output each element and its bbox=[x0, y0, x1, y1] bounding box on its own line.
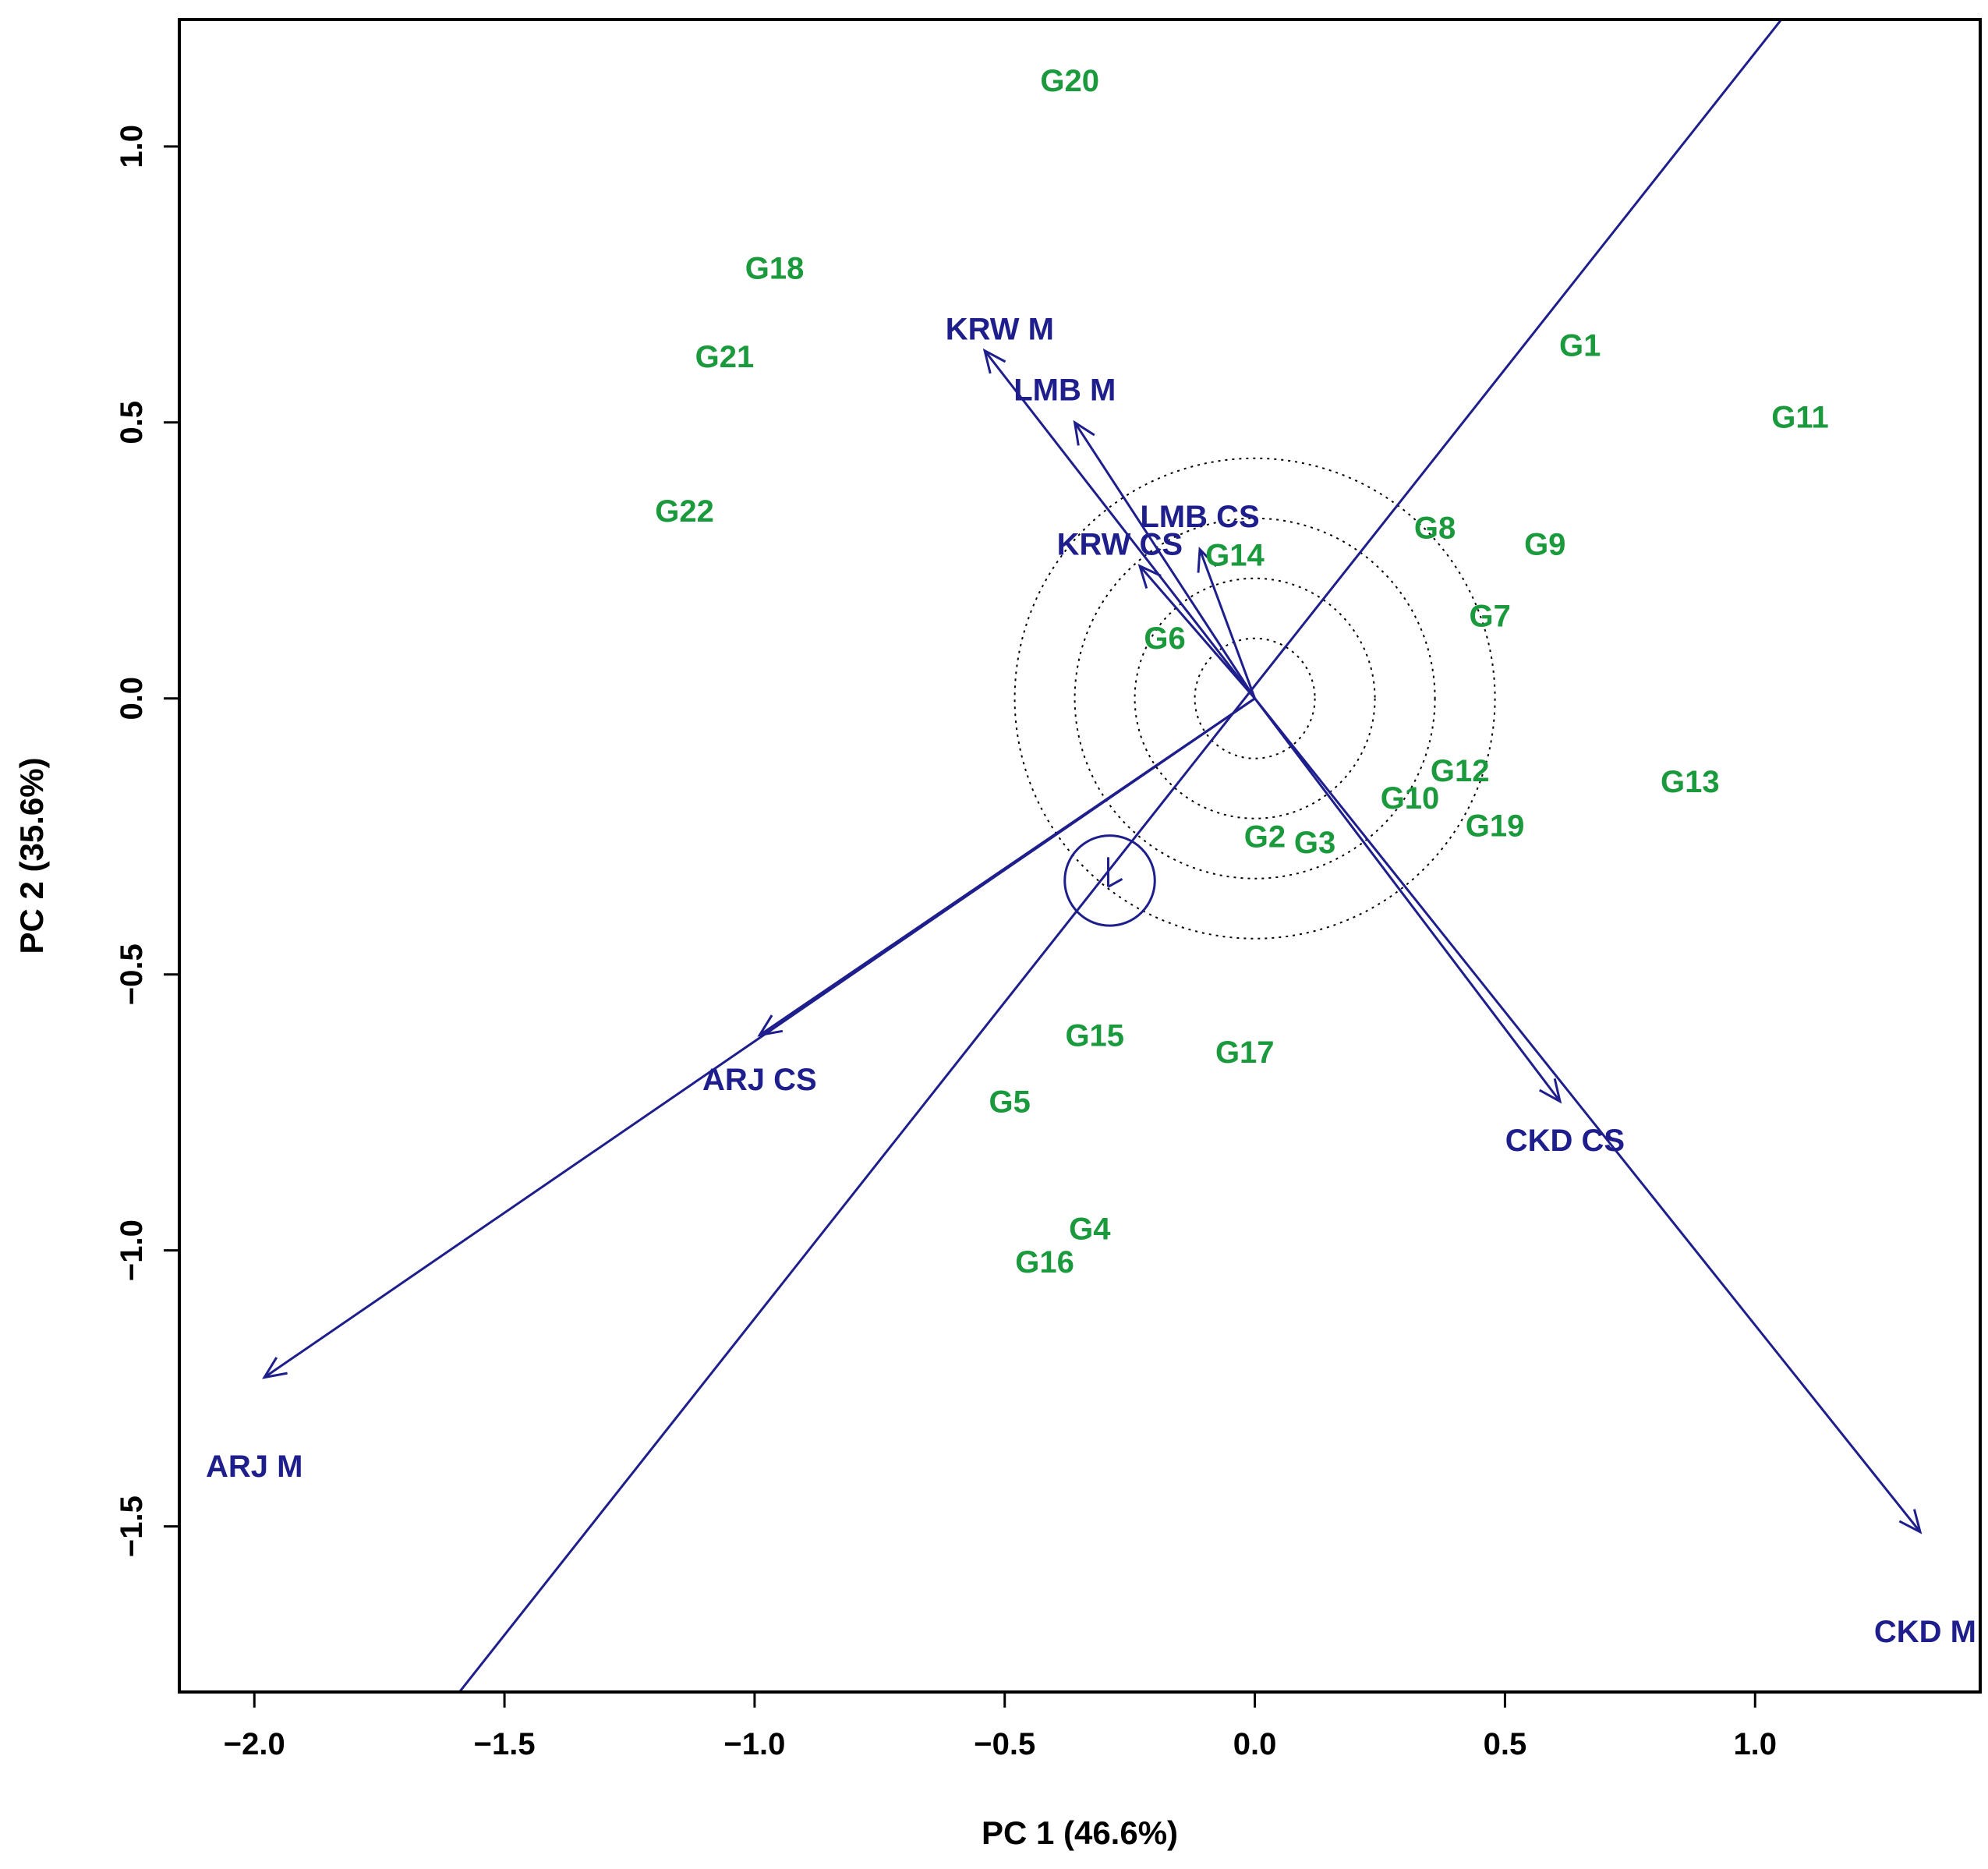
genotype-label: G7 bbox=[1469, 600, 1510, 634]
genotype-label: G18 bbox=[745, 252, 805, 286]
average-environment-axis bbox=[458, 19, 1783, 1692]
average-environment-arrow-head bbox=[1107, 878, 1123, 888]
arrowhead-arj-cs bbox=[757, 1014, 784, 1037]
vector-line-arj-m bbox=[264, 697, 1256, 1379]
arrowhead-ckd-cs bbox=[1538, 1078, 1562, 1104]
y-tick-label: −1.5 bbox=[115, 1496, 149, 1557]
vector-krw-m bbox=[982, 348, 1256, 699]
environment-label: CKD CS bbox=[1505, 1124, 1625, 1158]
x-tick-label: −1.5 bbox=[474, 1727, 536, 1761]
x-tick-label: −2.0 bbox=[224, 1727, 285, 1761]
genotype-labels: G1 G2 G3 G4 G5 G6 G7 G8 G9 G10 G11 G12 G13 G14 G15 G16 G… bbox=[655, 64, 1828, 1280]
genotype-label: G22 bbox=[655, 494, 714, 529]
y-tick-label: 0.0 bbox=[115, 677, 149, 720]
vector-arj-m bbox=[262, 697, 1256, 1379]
environment-label: LMB CS bbox=[1140, 500, 1259, 534]
x-tick-label: 0.5 bbox=[1484, 1727, 1527, 1761]
x-axis-label: PC 1 (46.6%) bbox=[982, 1814, 1178, 1851]
vector-line-ckd-m bbox=[1254, 697, 1922, 1533]
environment-vectors bbox=[262, 348, 1923, 1534]
genotype-label: G21 bbox=[695, 340, 755, 374]
concentric-circle-3 bbox=[1074, 517, 1436, 880]
average-environment-circle bbox=[1063, 834, 1156, 927]
arrowhead-arj-m bbox=[262, 1357, 288, 1379]
x-tick-label: 0.0 bbox=[1233, 1727, 1277, 1761]
genotype-label: G5 bbox=[989, 1085, 1030, 1120]
genotype-label: G6 bbox=[1144, 621, 1185, 656]
arrowhead-krw-m bbox=[982, 348, 1006, 374]
y-tick-label: −1.0 bbox=[115, 1219, 149, 1281]
environment-label: KRW M bbox=[946, 312, 1054, 346]
genotype-label: G12 bbox=[1431, 754, 1490, 788]
genotype-label: G10 bbox=[1381, 781, 1440, 816]
vector-line-lmb-cs bbox=[1198, 549, 1256, 699]
y-tick-label: 0.5 bbox=[115, 401, 149, 444]
x-tick-label: −1.0 bbox=[723, 1727, 785, 1761]
average-environment-axis-line bbox=[458, 19, 1783, 1692]
vector-line-krw-m bbox=[983, 349, 1256, 699]
environment-label: KRW CS bbox=[1057, 528, 1183, 562]
y-axis-ticks: −1.5 −1.0 −0.5 0.0 0.5 1.0 bbox=[115, 125, 179, 1557]
environment-label: CKD M bbox=[1874, 1615, 1976, 1649]
arrowhead-lmb-m bbox=[1073, 419, 1095, 446]
arrowhead-lmb-cs bbox=[1197, 547, 1218, 573]
vector-lmb-m bbox=[1073, 419, 1256, 699]
genotype-label: G15 bbox=[1065, 1019, 1124, 1053]
x-axis-ticks: −2.0 −1.5 −1.0 −0.5 0.0 0.5 1.0 bbox=[224, 1692, 1777, 1761]
average-environment-marker bbox=[1063, 834, 1156, 927]
genotype-label: G3 bbox=[1294, 826, 1335, 860]
genotype-label: G2 bbox=[1244, 820, 1286, 855]
genotype-label: G19 bbox=[1466, 809, 1525, 844]
genotype-label: G13 bbox=[1661, 765, 1720, 799]
environment-label: ARJ CS bbox=[702, 1063, 817, 1097]
vector-line-lmb-m bbox=[1074, 421, 1256, 699]
genotype-label: G8 bbox=[1414, 511, 1456, 545]
vector-krw-cs bbox=[1137, 564, 1256, 699]
concentric-circles bbox=[1013, 457, 1496, 940]
genotype-label: G4 bbox=[1069, 1212, 1111, 1246]
genotype-label: G17 bbox=[1215, 1035, 1275, 1070]
concentric-circle-4 bbox=[1013, 457, 1496, 940]
vector-line-ckd-cs bbox=[1254, 697, 1562, 1103]
concentric-circle-2 bbox=[1134, 577, 1376, 819]
environment-label: LMB M bbox=[1013, 373, 1116, 407]
genotype-label: G14 bbox=[1205, 539, 1265, 573]
arrowhead-krw-cs bbox=[1137, 564, 1162, 589]
y-tick-label: −0.5 bbox=[115, 943, 149, 1005]
x-tick-label: −0.5 bbox=[974, 1727, 1035, 1761]
x-tick-label: 1.0 bbox=[1733, 1727, 1777, 1761]
genotype-label: G1 bbox=[1559, 329, 1601, 363]
environment-label: ARJ M bbox=[206, 1450, 302, 1484]
vector-line-krw-cs bbox=[1138, 565, 1256, 699]
plot-frame bbox=[178, 18, 1982, 1694]
y-tick-label: 1.0 bbox=[115, 125, 149, 168]
genotype-label: G9 bbox=[1524, 528, 1565, 562]
vector-lmb-cs bbox=[1197, 547, 1256, 699]
genotype-label: G20 bbox=[1040, 64, 1099, 98]
genotype-label: G11 bbox=[1771, 401, 1828, 435]
vector-ckd-cs bbox=[1254, 697, 1562, 1104]
vector-ckd-m bbox=[1254, 697, 1923, 1534]
y-axis-label: PC 2 (35.6%) bbox=[13, 757, 50, 954]
genotype-label: G16 bbox=[1015, 1245, 1074, 1280]
arrowhead-ckd-m bbox=[1898, 1509, 1923, 1534]
concentric-circle-1 bbox=[1194, 637, 1316, 759]
